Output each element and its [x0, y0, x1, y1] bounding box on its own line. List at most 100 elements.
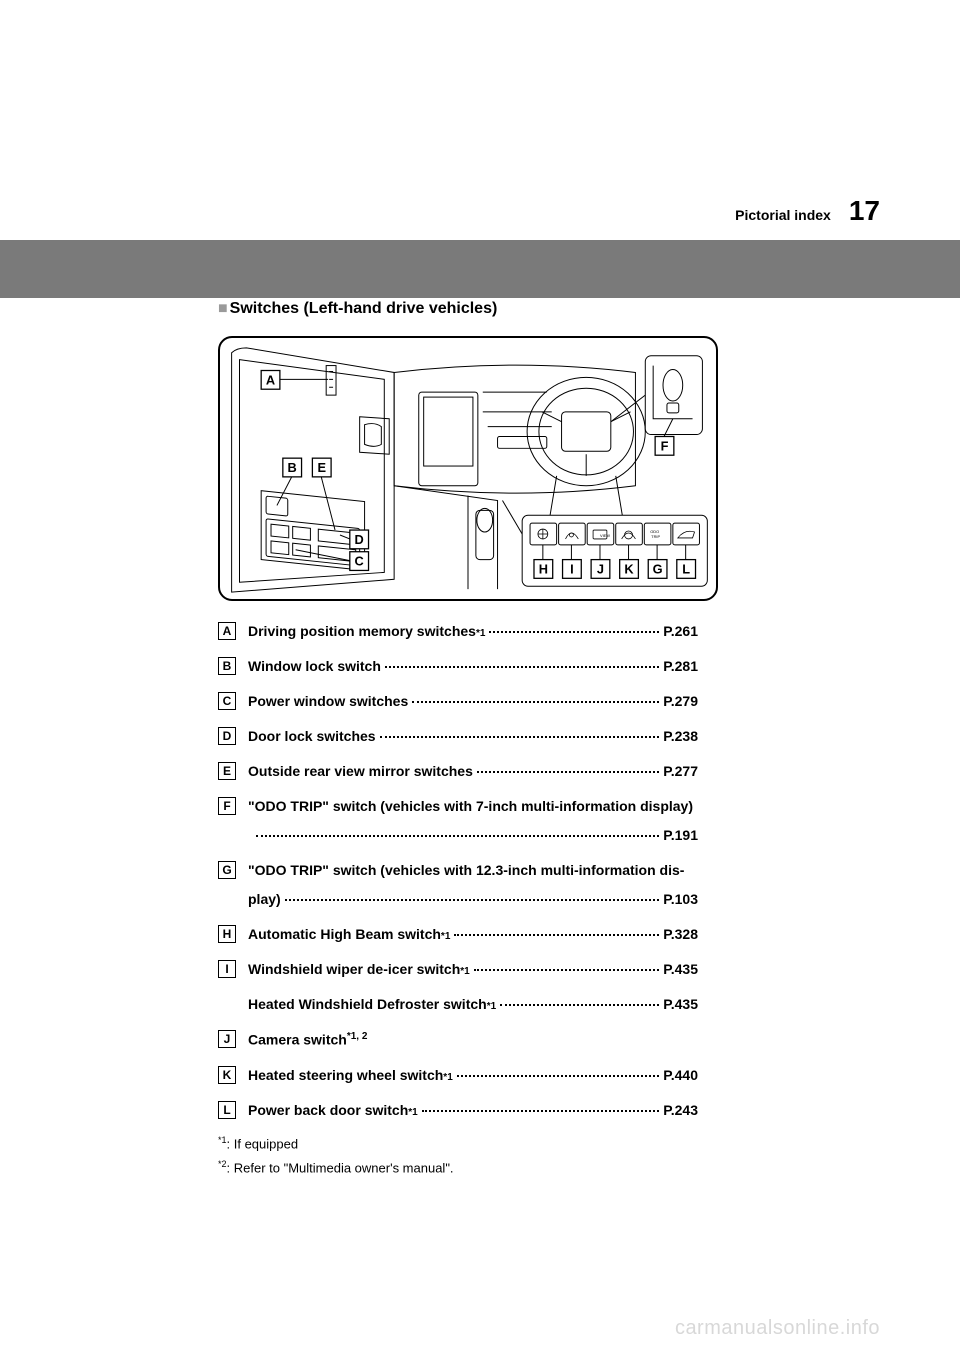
page-ref: P.328 — [663, 924, 698, 945]
item-row-A: A Driving position memory switches*1 P.26… — [218, 621, 880, 642]
item-text-B: Window lock switch P.281 — [248, 656, 880, 677]
subtitle-text: Switches (Left-hand drive vehicles) — [230, 300, 498, 317]
letter-box-B: B — [218, 657, 236, 675]
item-row-B: B Window lock switch P.281 — [218, 656, 880, 677]
page-ref: P.281 — [663, 656, 698, 677]
item-text-C: Power window switches P.279 — [248, 691, 880, 712]
item-sup: *1 — [476, 626, 485, 641]
diagram-label-K: K — [624, 561, 634, 576]
item-label: Windshield wiper de-icer switch — [248, 959, 460, 980]
item-label: Door lock switches — [248, 726, 376, 747]
item-line: Power window switches P.279 — [248, 691, 698, 712]
dots — [285, 899, 660, 901]
footnote-text: : If equipped — [227, 1136, 299, 1151]
diagram-label-C: C — [355, 554, 364, 569]
diagram-label-L: L — [682, 561, 690, 576]
item-text-J: Camera switch*1, 2 — [248, 1029, 880, 1051]
item-text-D: Door lock switches P.238 — [248, 726, 880, 747]
item-row-L: LPower back door switch*1 P.243 — [218, 1100, 880, 1121]
section-name: Pictorial index — [735, 207, 831, 223]
item-extra-line: Heated Windshield Defroster switch*1 P.4… — [248, 994, 698, 1015]
item-label: "ODO TRIP" switch (vehicles with 7-inch … — [248, 796, 880, 817]
item-text-A: Driving position memory switches*1 P.261 — [248, 621, 880, 642]
item-label-cont: play) — [248, 889, 281, 910]
letter-box-E: E — [218, 762, 236, 780]
item-label: Power window switches — [248, 691, 408, 712]
item-extra-label: Heated Windshield Defroster switch — [248, 994, 487, 1015]
item-sup: *1 — [443, 1070, 452, 1085]
item-row-H: H Automatic High Beam switch*1 P.328 — [218, 924, 880, 945]
item-text-H: Automatic High Beam switch*1 P.328 — [248, 924, 880, 945]
item-page-line: P.191 — [248, 825, 698, 846]
diagram-label-G: G — [653, 561, 663, 576]
item-line: Door lock switches P.238 — [248, 726, 698, 747]
page-ref: P.243 — [663, 1100, 698, 1121]
page-ref: P.238 — [663, 726, 698, 747]
item-text-I: Windshield wiper de-icer switch*1 P.435H… — [248, 959, 880, 1015]
diagram-label-H: H — [539, 561, 548, 576]
item-label: Heated steering wheel switch — [248, 1065, 443, 1086]
odo-trip-label-2: TRIP — [651, 534, 660, 539]
item-line: Heated steering wheel switch*1 P.440 — [248, 1065, 698, 1086]
page-ref: P.261 — [663, 621, 698, 642]
footnote-sup: *2 — [218, 1159, 227, 1169]
subtitle: ■Switches (Left-hand drive vehicles) — [218, 300, 880, 318]
page-ref: P.277 — [663, 761, 698, 782]
content: ■Switches (Left-hand drive vehicles) — [218, 300, 880, 1183]
item-extra-sup: *1 — [487, 999, 496, 1014]
dots — [380, 736, 660, 738]
dots — [412, 701, 659, 703]
item-line: Driving position memory switches*1 P.261 — [248, 621, 698, 642]
page-ref: P.191 — [663, 825, 698, 846]
dashboard-diagram: VIEW ODO TRIP A — [218, 336, 718, 601]
footnote-sup: *1 — [218, 1135, 227, 1145]
letter-box-G: G — [218, 861, 236, 879]
diagram-label-A: A — [266, 372, 275, 387]
item-line: Outside rear view mirror switches P.277 — [248, 761, 698, 782]
item-list: A Driving position memory switches*1 P.26… — [218, 621, 880, 1121]
item-text-F: "ODO TRIP" switch (vehicles with 7-inch … — [248, 796, 880, 846]
item-line: Windshield wiper de-icer switch*1 P.435 — [248, 959, 698, 980]
dots — [385, 666, 659, 668]
view-button-label: VIEW — [600, 533, 610, 538]
dots — [422, 1110, 660, 1112]
item-text-E: Outside rear view mirror switches P.277 — [248, 761, 880, 782]
letter-box-A: A — [218, 622, 236, 640]
item-sup: *1 — [408, 1105, 417, 1120]
diagram-label-E: E — [317, 460, 326, 475]
item-text-G: "ODO TRIP" switch (vehicles with 12.3-in… — [248, 860, 880, 910]
item-text-K: Heated steering wheel switch*1 P.440 — [248, 1065, 880, 1086]
diagram-label-F: F — [661, 438, 669, 453]
diagram-label-B: B — [288, 460, 297, 475]
dots — [256, 835, 659, 837]
item-row-J: J Camera switch*1, 2 — [218, 1029, 880, 1051]
item-text-L: Power back door switch*1 P.243 — [248, 1100, 880, 1121]
page-ref: P.279 — [663, 691, 698, 712]
item-label: Window lock switch — [248, 656, 381, 677]
dots — [500, 1004, 659, 1006]
letter-box-H: H — [218, 925, 236, 943]
page-ref: P.440 — [663, 1065, 698, 1086]
page-ref: P.103 — [663, 889, 698, 910]
letter-box-K: K — [218, 1066, 236, 1084]
letter-box-I: I — [218, 960, 236, 978]
item-row-C: C Power window switches P.279 — [218, 691, 880, 712]
item-label: Automatic High Beam switch — [248, 924, 441, 945]
item-row-G: G "ODO TRIP" switch (vehicles with 12.3-i… — [218, 860, 880, 910]
item-page-line: play) P.103 — [248, 889, 698, 910]
item-label: Outside rear view mirror switches — [248, 761, 473, 782]
letter-box-J: J — [218, 1030, 236, 1048]
letter-box-C: C — [218, 692, 236, 710]
footnotes: *1: If equipped *2: Refer to "Multimedia … — [218, 1135, 880, 1176]
dots — [457, 1075, 659, 1077]
header-text: Pictorial index 17 — [735, 195, 880, 227]
page-number: 17 — [849, 195, 880, 227]
dots — [454, 934, 659, 936]
item-sup: *1 — [460, 964, 469, 979]
footnote: *2: Refer to "Multimedia owner's manual"… — [218, 1159, 880, 1175]
item-row-K: K Heated steering wheel switch*1 P.440 — [218, 1065, 880, 1086]
item-line: Power back door switch*1 P.243 — [248, 1100, 698, 1121]
letter-box-D: D — [218, 727, 236, 745]
page-ref: P.435 — [663, 959, 698, 980]
item-sup: *1 — [441, 929, 450, 944]
